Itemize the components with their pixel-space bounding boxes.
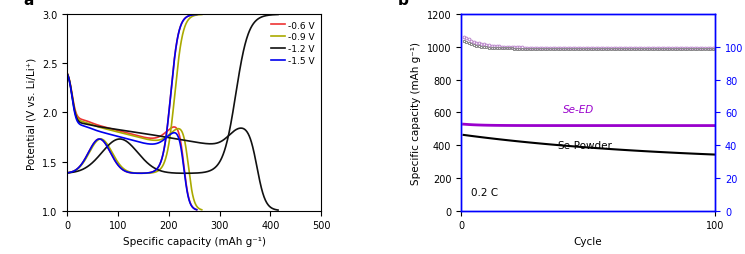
Text: Se-ED: Se-ED [562, 105, 594, 115]
Line: -0.6 V: -0.6 V [67, 15, 197, 173]
-0.6 V [192, 14, 201, 17]
-1.2 V [181, 172, 190, 175]
-1.2 V [244, 31, 253, 34]
Legend: -0.6 V, -0.9 V, -1.2 V, -1.5 V: -0.6 V, -0.9 V, -1.2 V, -1.5 V [270, 20, 317, 67]
Line: -1.5 V: -1.5 V [67, 15, 197, 173]
-0.6 V [63, 172, 72, 175]
-1.2 V [197, 171, 206, 174]
-0.9 V [148, 171, 157, 174]
-1.5 V [145, 171, 154, 174]
Text: Se-Powder: Se-Powder [557, 140, 612, 150]
-0.6 V [138, 172, 147, 175]
-1.5 V [174, 31, 183, 34]
-0.9 V [63, 172, 72, 175]
Line: -0.9 V: -0.9 V [67, 15, 202, 173]
-1.5 V [136, 172, 145, 175]
-0.6 V [136, 172, 145, 175]
-0.9 V [138, 172, 147, 175]
-1.2 V [223, 139, 232, 142]
-0.9 V [141, 172, 150, 175]
X-axis label: Cycle: Cycle [574, 236, 603, 246]
-1.2 V [191, 172, 200, 175]
-0.6 V [174, 31, 183, 34]
-0.6 V [161, 139, 170, 142]
Text: a: a [24, 0, 34, 8]
-1.5 V [138, 172, 147, 175]
Y-axis label: Potential (V vs. Li/Li⁺): Potential (V vs. Li/Li⁺) [26, 57, 37, 169]
-1.2 V [63, 172, 72, 175]
-0.9 V [145, 172, 153, 175]
-1.5 V [71, 169, 80, 172]
-1.5 V [192, 14, 201, 17]
Text: 0.2 C: 0.2 C [471, 187, 498, 197]
-1.5 V [142, 172, 150, 175]
Line: -1.2 V: -1.2 V [67, 15, 278, 173]
-0.9 V [197, 14, 206, 17]
Text: b: b [398, 0, 408, 8]
-0.9 V [71, 169, 80, 172]
-1.5 V [161, 139, 170, 142]
-1.5 V [63, 172, 72, 175]
-0.6 V [142, 172, 150, 175]
-0.9 V [165, 139, 174, 142]
X-axis label: Specific capacity (mAh g⁻¹): Specific capacity (mAh g⁻¹) [123, 236, 266, 246]
-0.6 V [145, 171, 154, 174]
-0.6 V [71, 169, 80, 172]
-1.2 V [186, 172, 194, 175]
-0.9 V [179, 31, 188, 34]
Y-axis label: Specific capacity (mAh g⁻¹): Specific capacity (mAh g⁻¹) [411, 42, 421, 184]
-1.2 V [75, 169, 84, 172]
-1.2 V [273, 14, 282, 17]
